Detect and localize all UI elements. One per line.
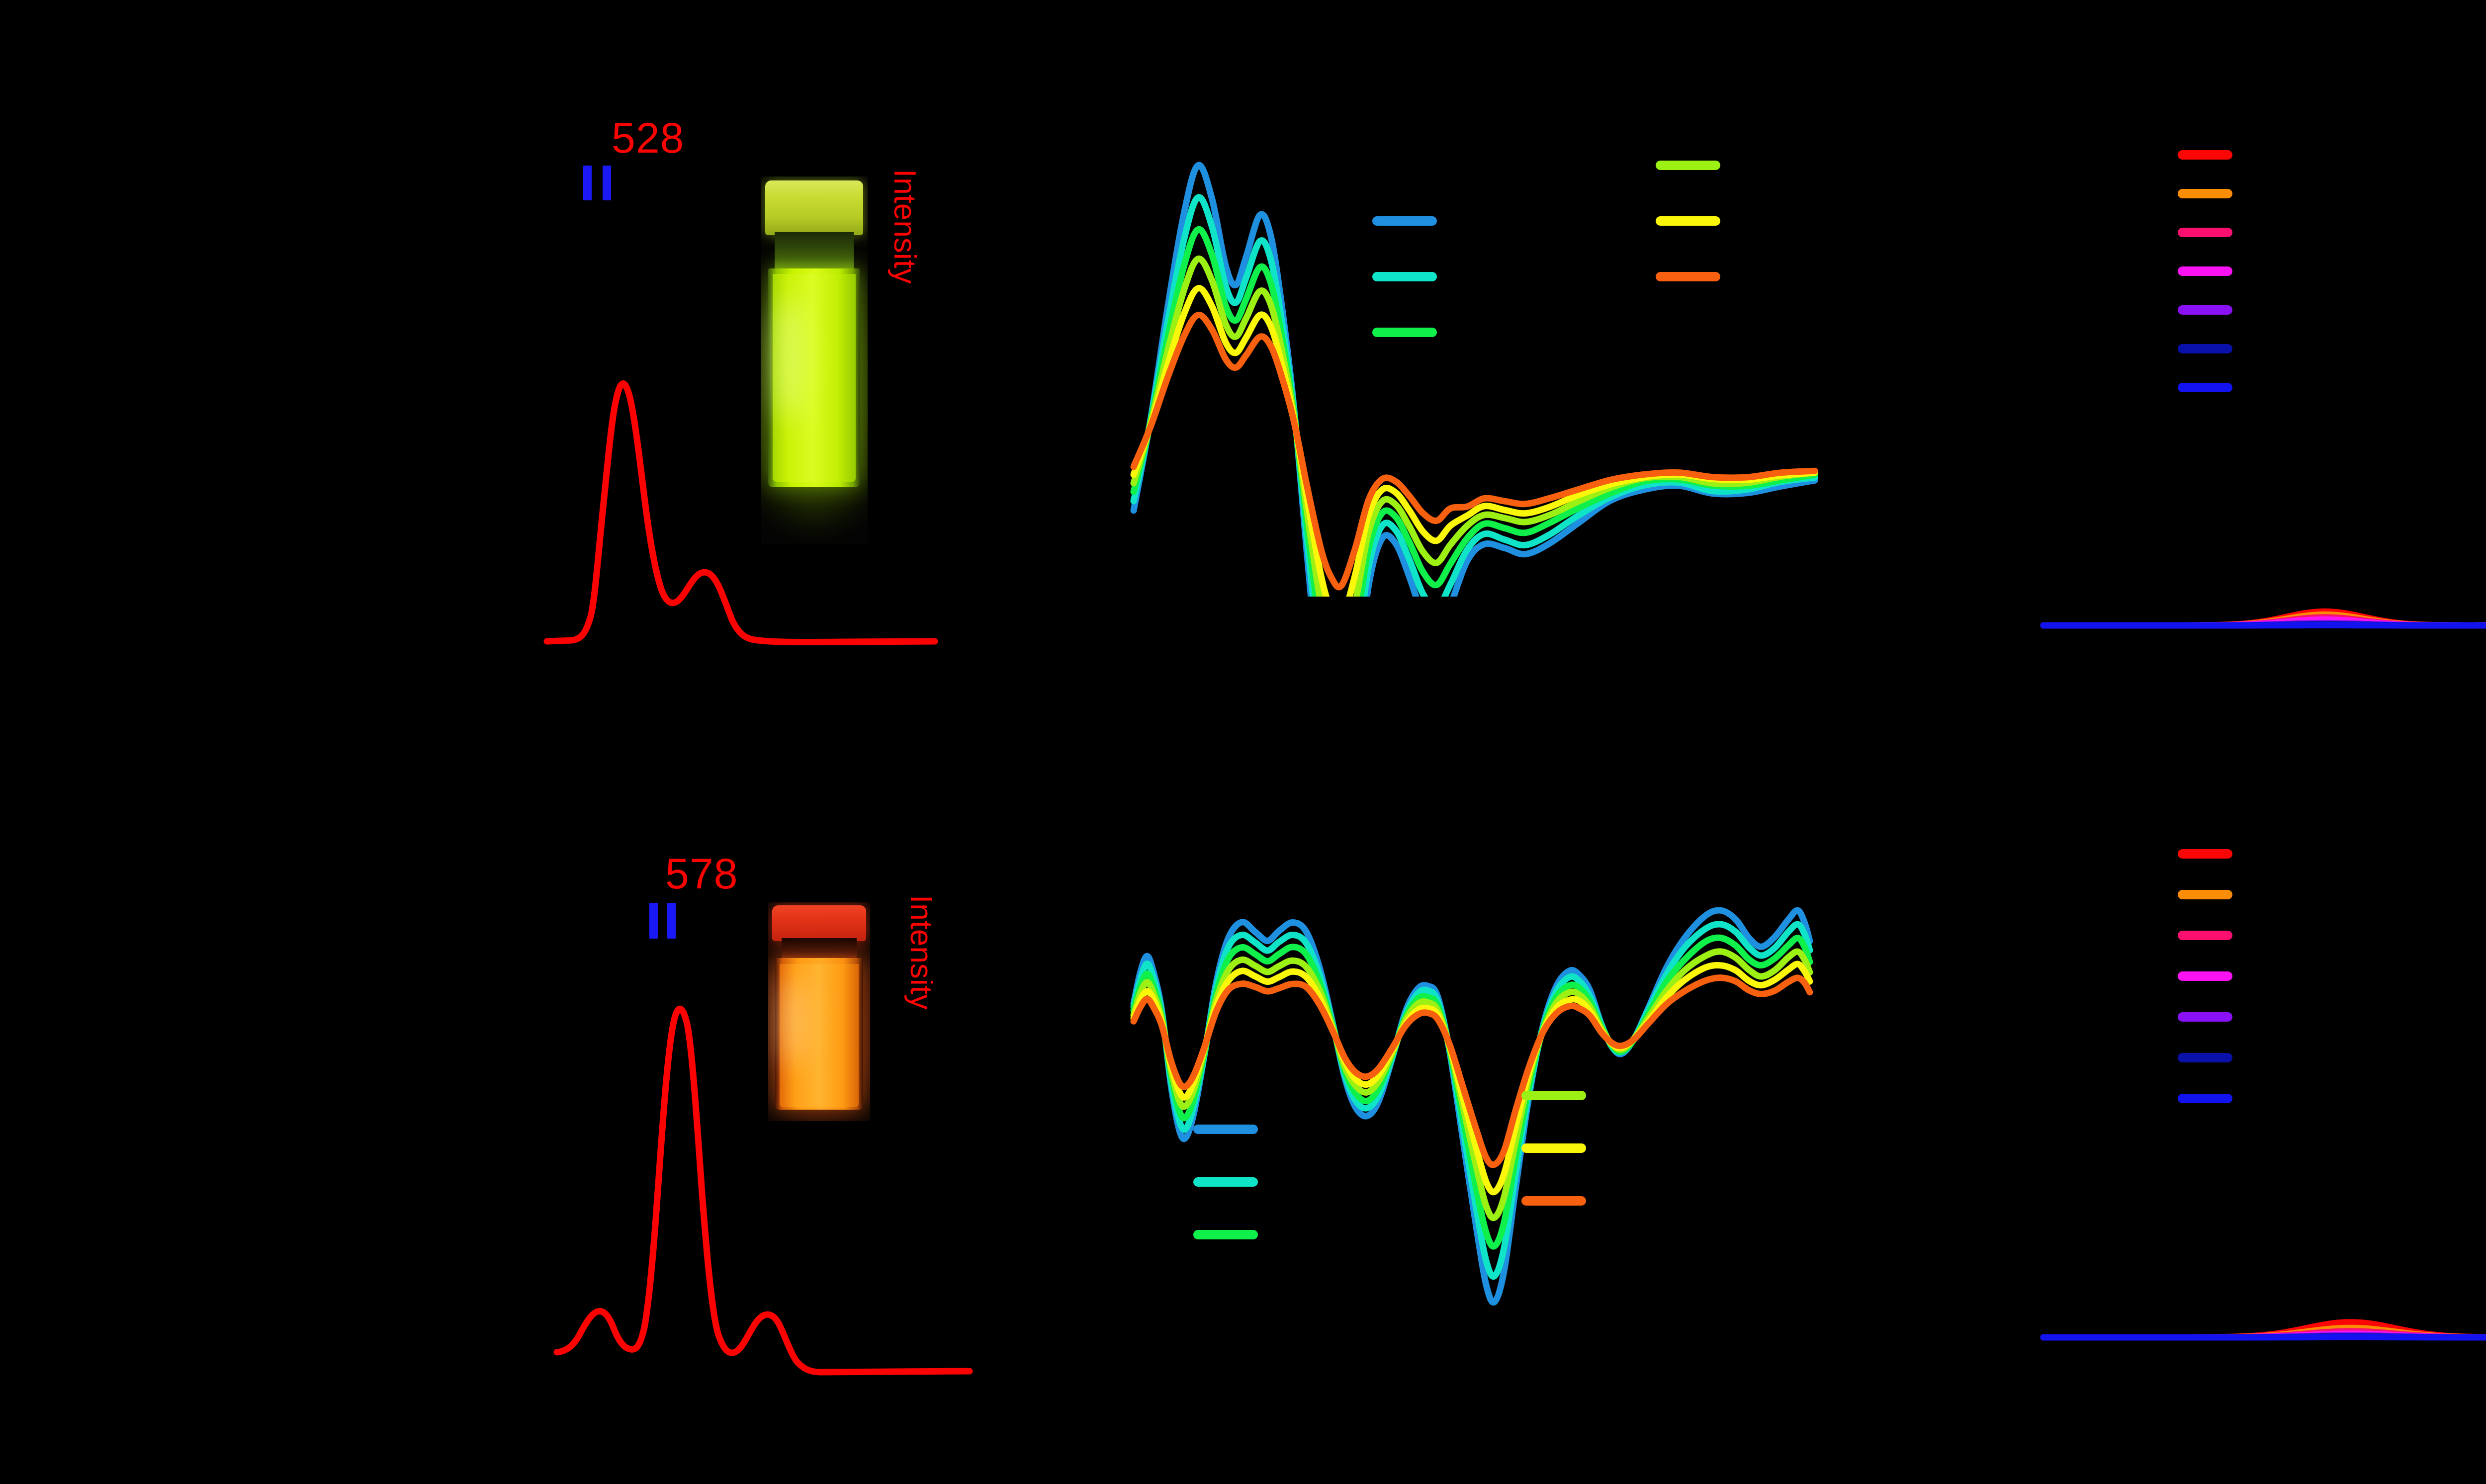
spectra-trace xyxy=(2040,1333,2486,1341)
peak-wavelength-label-528: 528 xyxy=(612,114,685,162)
legend-swatch-peak-2[interactable] xyxy=(2178,189,2232,198)
legend-swatch-peak-2b[interactable] xyxy=(2178,890,2232,899)
cpl-peak-group-2 xyxy=(2040,1319,2486,1341)
legend-swatch-trace-6b[interactable] xyxy=(1521,1196,1586,1206)
legend-swatch-trace-4[interactable] xyxy=(1656,161,1720,170)
green-fluorescent-vial xyxy=(761,176,868,544)
peak-wavelength-label-578: 578 xyxy=(665,850,738,898)
cpl-peak-group xyxy=(2040,608,2486,629)
vial-cap xyxy=(765,180,864,235)
spectra-trace-group-2 xyxy=(1130,907,1813,1306)
legend-swatch-peak-5b[interactable] xyxy=(2178,1012,2232,1022)
legend-swatch-trace-1[interactable] xyxy=(1372,216,1437,226)
legend-swatch-peak-7[interactable] xyxy=(2178,383,2232,392)
bottom-middle-spectra-panel xyxy=(1119,820,1879,1367)
legend-swatch-trace-3b[interactable] xyxy=(1193,1230,1258,1239)
legend-swatch-peak-1[interactable] xyxy=(2178,150,2232,160)
legend-swatch-peak-6b[interactable] xyxy=(2178,1053,2232,1062)
spectra-legend-right-top xyxy=(1651,124,1730,353)
top-middle-spectra-panel xyxy=(1119,124,1879,597)
cpl-legend-bottom xyxy=(2178,820,2267,1228)
vial-highlight xyxy=(775,296,804,420)
spectra-trace xyxy=(1130,285,1818,597)
legend-swatch-peak-3[interactable] xyxy=(2178,228,2232,237)
cd-spectra-green xyxy=(1130,162,1818,597)
spectra-trace xyxy=(2040,619,2486,629)
legend-swatch-peak-7b[interactable] xyxy=(2178,1094,2232,1103)
intensity-axis-label-bottom: Intensity xyxy=(904,895,938,1010)
orange-fluorescent-vial xyxy=(768,902,870,1121)
top-right-cpl-panel xyxy=(2039,124,2486,671)
legend-swatch-trace-4b[interactable] xyxy=(1521,1091,1586,1100)
legend-swatch-trace-5b[interactable] xyxy=(1521,1143,1586,1153)
legend-swatch-trace-6[interactable] xyxy=(1656,272,1720,281)
vial-cap-orange xyxy=(772,905,866,941)
legend-swatch-trace-2[interactable] xyxy=(1372,272,1437,281)
cpl-legend-top xyxy=(2178,124,2267,532)
top-left-emission-panel: 528 Intensity xyxy=(497,99,945,686)
spectra-trace xyxy=(2040,621,2486,629)
spectra-trace xyxy=(1130,312,1818,591)
spectra-trace xyxy=(1130,162,1818,597)
legend-swatch-trace-3[interactable] xyxy=(1372,328,1437,337)
spectra-trace-group xyxy=(1130,162,1818,597)
bottom-left-emission-panel: 578 Intensity xyxy=(522,805,994,1392)
cpl-peaks-orange xyxy=(2040,1319,2486,1341)
spectra-legend-left-top xyxy=(1367,124,1447,353)
emission-curve-green xyxy=(543,380,938,645)
spectra-legend-left-bottom xyxy=(1188,1079,1268,1288)
excitation-tick-d xyxy=(667,903,676,939)
bottom-right-cpl-panel xyxy=(2039,820,2486,1392)
legend-swatch-peak-4b[interactable] xyxy=(2178,971,2232,981)
excitation-tick-b xyxy=(603,166,611,200)
vial-highlight-orange xyxy=(780,977,806,1066)
legend-swatch-peak-6[interactable] xyxy=(2178,344,2232,353)
legend-swatch-peak-1b[interactable] xyxy=(2178,849,2232,859)
spectra-trace xyxy=(1130,256,1818,597)
cpl-peaks-green xyxy=(2040,608,2486,629)
spectra-trace xyxy=(2040,1330,2486,1341)
spectra-trace xyxy=(1130,974,1813,1168)
legend-swatch-peak-5[interactable] xyxy=(2178,305,2232,315)
spectra-trace xyxy=(2040,1332,2486,1341)
legend-swatch-peak-3b[interactable] xyxy=(2178,931,2232,940)
legend-swatch-trace-2b[interactable] xyxy=(1193,1177,1258,1187)
legend-swatch-trace-5[interactable] xyxy=(1656,216,1720,226)
spectra-legend-right-bottom xyxy=(1516,1079,1596,1288)
intensity-axis-label-top: Intensity xyxy=(888,169,922,284)
legend-swatch-trace-1b[interactable] xyxy=(1193,1125,1258,1134)
excitation-tick-c xyxy=(649,903,658,939)
spectra-trace xyxy=(1130,194,1818,597)
excitation-tick-a xyxy=(583,166,592,200)
cd-spectra-orange xyxy=(1130,907,1813,1306)
emission-curve-orange xyxy=(553,1005,973,1376)
spectra-trace xyxy=(1130,226,1818,597)
legend-swatch-peak-4[interactable] xyxy=(2178,266,2232,276)
